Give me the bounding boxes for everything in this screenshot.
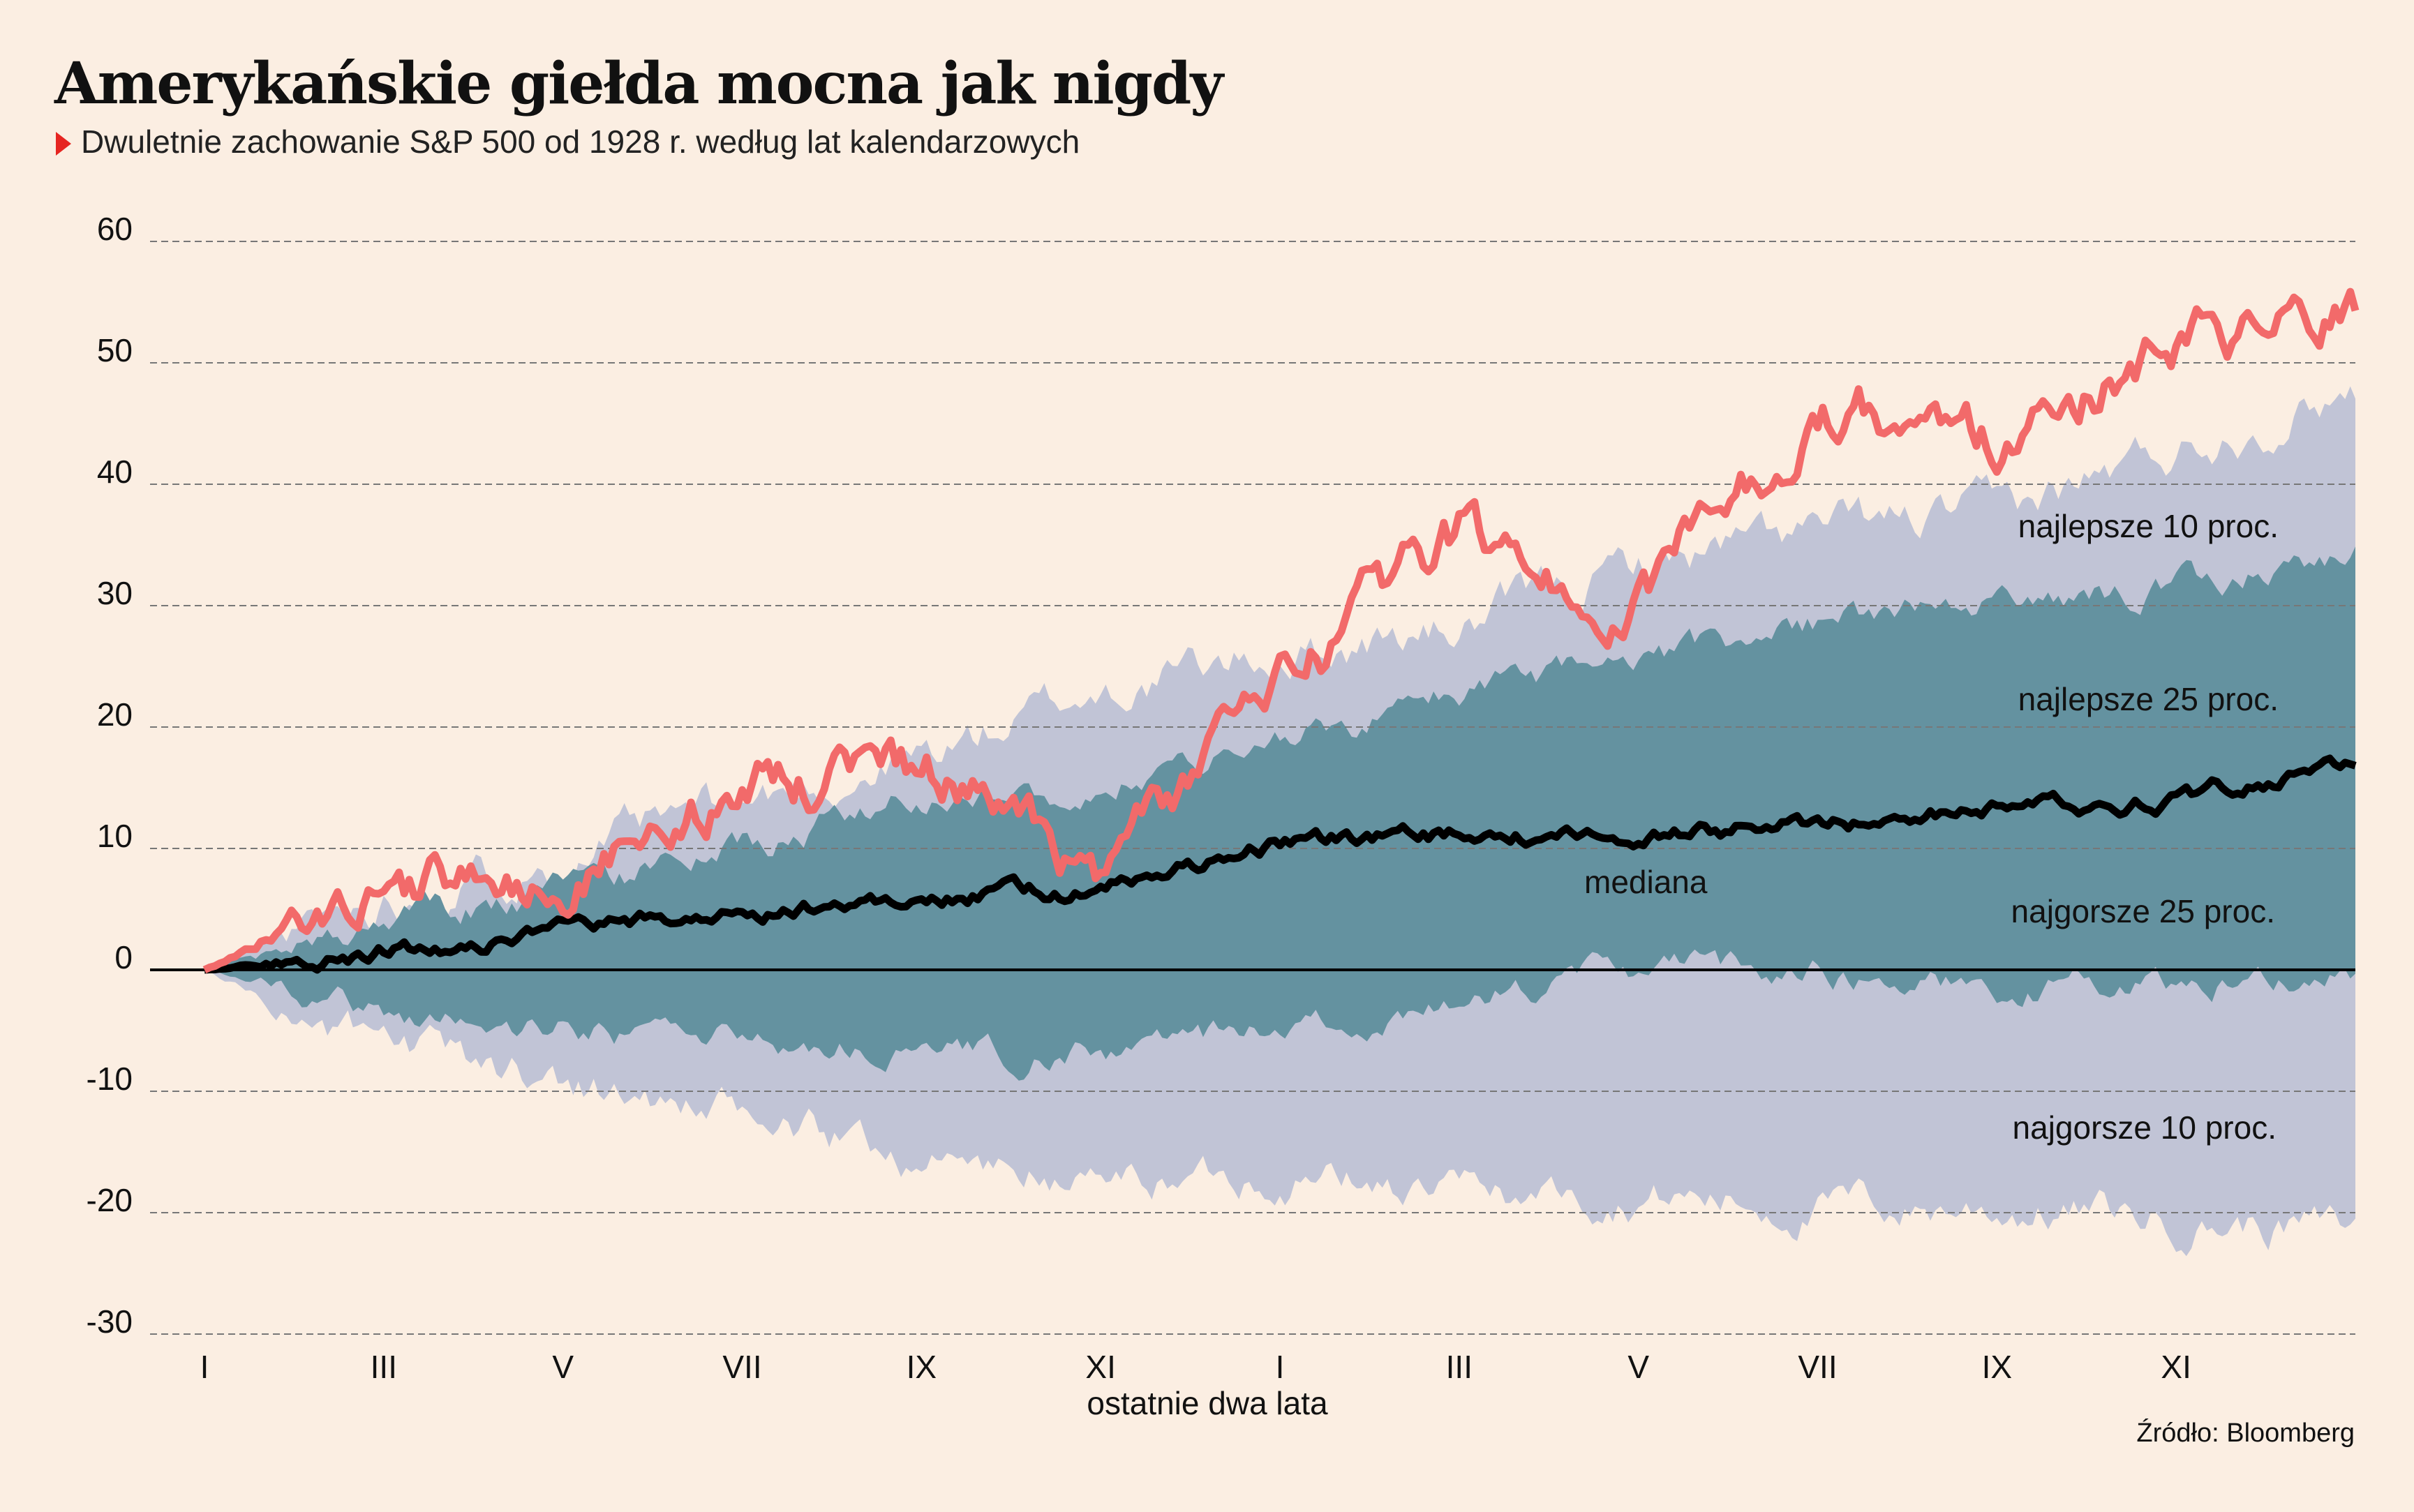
x-tick-label: III xyxy=(1446,1349,1473,1385)
x-axis-label: ostatnie dwa lata xyxy=(1087,1385,1328,1421)
y-tick-label: 20 xyxy=(97,696,133,733)
y-tick-label: 10 xyxy=(97,818,133,854)
y-tick-label: -10 xyxy=(87,1061,133,1097)
x-tick-label: III xyxy=(371,1349,397,1385)
median-line xyxy=(204,754,2357,974)
x-tick-label: V xyxy=(552,1349,574,1385)
y-tick-label: -30 xyxy=(87,1303,133,1340)
band-label-worst25: najgorsze 25 proc. xyxy=(2011,893,2275,929)
x-tick-label: XI xyxy=(2161,1349,2191,1385)
x-tick-label: VII xyxy=(1798,1349,1837,1385)
x-tick-label: V xyxy=(1627,1349,1649,1385)
x-tick-label: I xyxy=(200,1349,209,1385)
red-triangle-icon xyxy=(56,132,71,156)
band-label-median: mediana xyxy=(1584,864,1708,900)
y-tick-label: 30 xyxy=(97,575,133,611)
x-tick-label: IX xyxy=(907,1349,937,1385)
x-tick-label: VII xyxy=(722,1349,761,1385)
x-tick-label: I xyxy=(1276,1349,1285,1385)
line-layer xyxy=(202,287,2360,974)
chart-subtitle-text: Dwuletnie zachowanie S&P 500 od 1928 r. … xyxy=(81,123,1080,160)
band-layer xyxy=(204,386,2355,1257)
y-tick-label: 60 xyxy=(97,211,133,247)
chart-title: Amerykańskie giełda mocna jak nigdy xyxy=(54,50,1223,117)
x-tick-label: XI xyxy=(1085,1349,1115,1385)
band-label-best10: najlepsze 10 proc. xyxy=(2018,508,2279,544)
source-note: Źródło: Bloomberg xyxy=(2136,1419,2355,1448)
y-tick-label: -20 xyxy=(87,1182,133,1218)
current-period-line xyxy=(202,287,2360,973)
y-tick-label: 50 xyxy=(97,332,133,368)
grid-layer xyxy=(150,241,2355,1335)
best-worst-25-band xyxy=(204,546,2355,1081)
x-tick-label: IX xyxy=(1982,1349,2012,1385)
band-label-best25: najlepsze 25 proc. xyxy=(2018,681,2279,717)
chart-subtitle: Dwuletnie zachowanie S&P 500 od 1928 r. … xyxy=(56,123,1080,160)
y-tick-label: 0 xyxy=(114,939,133,975)
y-tick-label: 40 xyxy=(97,454,133,490)
band-label-worst10: najgorsze 10 proc. xyxy=(2013,1109,2277,1146)
